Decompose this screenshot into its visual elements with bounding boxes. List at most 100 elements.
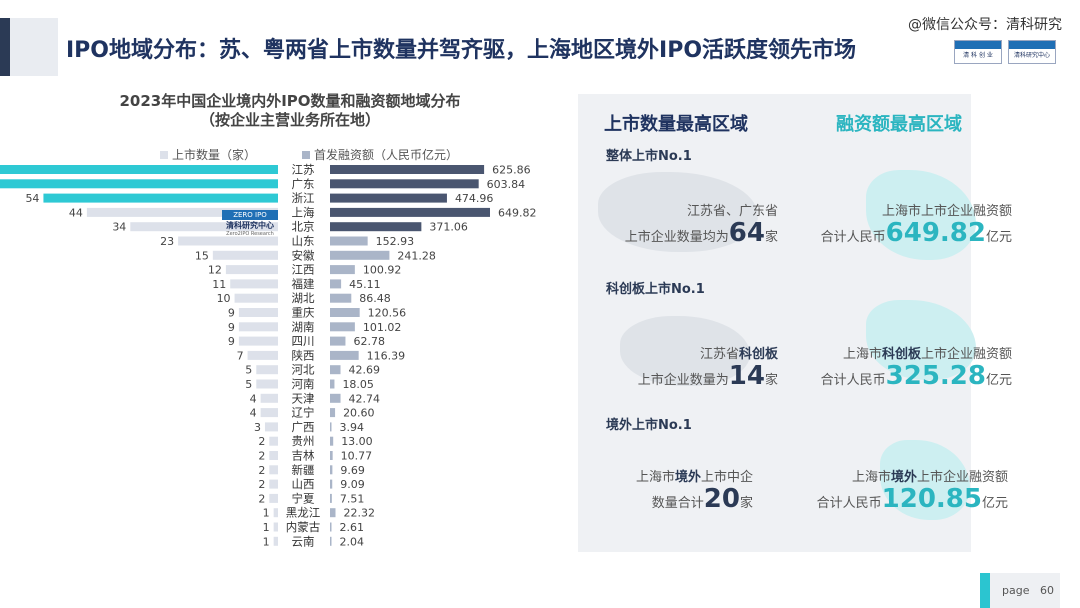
amount-bar: [330, 207, 490, 217]
count-label: 4: [250, 407, 257, 420]
amount-label: 42.74: [349, 392, 381, 405]
amount-label: 7.51: [340, 492, 365, 505]
jiangsu-map-shape: [598, 172, 758, 252]
count-bar: [234, 293, 278, 303]
category-label: 天津: [292, 391, 315, 405]
count-bar: [264, 422, 278, 432]
chart-title: 2023年中国企业境内外IPO数量和融资额地域分布: [119, 92, 461, 110]
count-label: 44: [69, 206, 83, 219]
count-label: 2: [258, 478, 265, 491]
count-bar: [178, 236, 278, 246]
amount-bar: [330, 422, 332, 432]
amount-bar: [330, 393, 341, 403]
amount-label: 62.78: [353, 335, 385, 348]
category-label: 黑龙江: [286, 506, 321, 520]
count-label: 23: [160, 235, 174, 248]
page-title: IPO地域分布：苏、粤两省上市数量并驾齐驱，上海地区境外IPO活跃度领先市场: [66, 38, 857, 63]
s3-left-line2: 数量合计20家: [651, 484, 753, 514]
count-label: 9: [228, 321, 235, 334]
col-header-amount: 融资额最高区域: [836, 114, 962, 135]
count-bar: [86, 207, 278, 217]
count-bar: [256, 365, 278, 375]
count-label: 4: [250, 392, 257, 405]
count-label: 10: [217, 292, 231, 305]
amount-label: 9.69: [340, 464, 365, 477]
category-label: 四川: [292, 334, 315, 348]
amount-label: 86.48: [359, 292, 391, 305]
amount-bar: [330, 365, 341, 375]
amount-bar: [330, 236, 368, 246]
amount-bar: [330, 508, 336, 518]
category-label: 湖北: [292, 291, 315, 305]
amount-bar: [330, 350, 359, 360]
category-label: 安徽: [292, 248, 315, 262]
category-label: 重庆: [292, 306, 315, 320]
amount-bar: [330, 222, 422, 232]
butterfly-bar-chart: 64江苏625.8664广东603.8454浙江474.9644上海649.82…: [0, 163, 537, 548]
count-label: 9: [228, 307, 235, 320]
count-bar: [212, 250, 278, 260]
category-label: 河北: [292, 363, 315, 377]
s1-left-line2: 上市企业数量均为64家: [624, 218, 778, 248]
count-bar: [238, 336, 278, 346]
category-label: 河南: [292, 377, 315, 391]
amount-bar: [330, 479, 333, 489]
zero-ipo-research-logo: 清科研究中心: [1008, 40, 1056, 64]
amount-bar: [330, 522, 332, 532]
logo-band: [955, 41, 1001, 49]
category-label: 宁夏: [292, 491, 315, 505]
category-label: 山西: [292, 477, 315, 491]
amount-label: 371.06: [429, 221, 468, 234]
amount-bar: [330, 193, 447, 203]
s1-right-line2: 合计人民币649.82亿元: [820, 218, 1012, 248]
count-label: 2: [258, 450, 265, 463]
s2-left-line2: 上市企业数量为14家: [637, 361, 778, 391]
amount-label: 474.96: [455, 192, 494, 205]
count-label: 3: [254, 421, 261, 434]
amount-label: 10.77: [341, 450, 373, 463]
footer-block: [990, 573, 1060, 608]
amount-label: 649.82: [498, 206, 537, 219]
legend-item-amount: 首发融资额（人民币亿元）: [302, 146, 458, 163]
section-label-star-market: 科创板上市No.1: [606, 282, 705, 297]
logo-band: [1009, 41, 1055, 49]
amount-label: 3.94: [340, 421, 365, 434]
count-bar: [269, 465, 278, 475]
count-bar: [238, 322, 278, 332]
amount-label: 241.28: [397, 249, 436, 262]
count-bar: [238, 308, 278, 317]
amount-bar: [330, 250, 390, 260]
category-label: 浙江: [292, 191, 315, 205]
logo-subtext: 清科研究中心: [1013, 52, 1050, 59]
count-bar: [260, 393, 278, 403]
logo-subtext: 清 科 创 业: [963, 52, 993, 59]
category-label: 山东: [292, 234, 315, 248]
category-label: 福建: [292, 277, 315, 291]
category-label: 吉林: [292, 449, 315, 463]
count-label: 15: [195, 249, 209, 262]
category-label: 陕西: [292, 348, 315, 362]
title-accent-bar: [0, 18, 10, 76]
amount-label: 120.56: [368, 307, 407, 320]
count-bar: [269, 479, 278, 489]
col-header-count: 上市数量最高区域: [604, 114, 748, 135]
chart-logo-sub: 清科研究中心: [226, 221, 274, 230]
count-bar: [230, 279, 278, 289]
count-bar: [273, 522, 278, 532]
amount-bar: [330, 465, 333, 475]
count-label: 7: [237, 349, 244, 362]
amount-label: 100.92: [363, 264, 402, 277]
count-label: 12: [208, 264, 222, 277]
count-bar: [0, 179, 278, 189]
footer-accent-bar: [980, 573, 990, 608]
amount-label: 2.04: [340, 535, 365, 548]
s1-left-line1: 江苏省、广东省: [686, 204, 778, 219]
amount-bar: [330, 408, 336, 418]
legend-swatch-count: [160, 150, 168, 159]
count-label: 54: [25, 192, 39, 205]
count-label: 2: [258, 435, 265, 448]
zero-ipo-logo: 清 科 创 业: [954, 40, 1002, 64]
category-label: 湖南: [292, 320, 315, 334]
amount-label: 18.05: [342, 378, 374, 391]
amount-bar: [330, 336, 346, 346]
